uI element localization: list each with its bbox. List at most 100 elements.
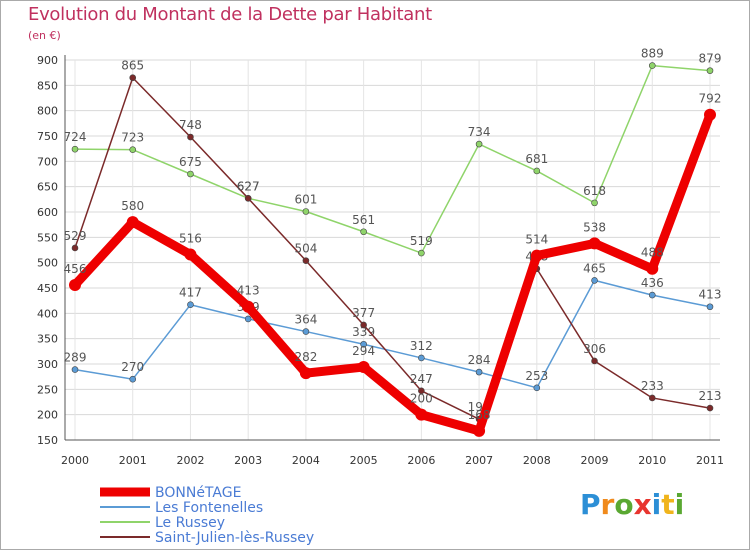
data-point — [187, 133, 194, 141]
data-point — [706, 404, 714, 412]
data-point — [475, 140, 483, 148]
data-point — [706, 303, 714, 311]
data-label: 284 — [468, 353, 491, 367]
data-label: 213 — [699, 389, 722, 403]
data-label: 282 — [294, 350, 317, 364]
data-label: 734 — [468, 125, 491, 139]
y-tick-label: 250 — [37, 383, 58, 396]
legend-label: BONNéTAGE — [155, 485, 241, 501]
x-tick-label: 2005 — [350, 454, 378, 467]
x-tick-label: 2000 — [61, 454, 89, 467]
x-tick-label: 2007 — [465, 454, 493, 467]
y-tick-label: 550 — [37, 231, 58, 244]
data-label: 723 — [121, 131, 144, 145]
data-point — [418, 354, 425, 362]
data-label: 364 — [294, 313, 317, 327]
proxiti-logo: Proxiti — [580, 488, 684, 521]
logo-letter: r — [600, 488, 615, 521]
data-point — [591, 357, 598, 365]
series-line — [74, 76, 711, 420]
data-label: 879 — [699, 52, 722, 66]
data-point — [126, 216, 139, 229]
unit-label: (en €) — [28, 29, 61, 42]
data-point — [418, 249, 425, 257]
data-point — [129, 74, 137, 82]
data-label: 681 — [525, 152, 548, 166]
y-tick-label: 650 — [37, 181, 58, 194]
data-point — [129, 146, 137, 153]
y-tick-label: 150 — [37, 434, 58, 447]
data-point — [646, 262, 659, 275]
y-tick-label: 850 — [37, 79, 58, 92]
x-tick-label: 2011 — [696, 454, 724, 467]
data-label: 748 — [179, 118, 202, 132]
data-label: 270 — [121, 360, 144, 374]
series-line — [70, 110, 715, 436]
logo-letter: P — [580, 488, 601, 521]
data-label: 456 — [64, 262, 87, 276]
data-label: 514 — [525, 233, 548, 247]
data-point — [187, 170, 194, 178]
data-label: 865 — [121, 59, 144, 73]
data-label: 247 — [410, 372, 433, 386]
data-point — [302, 257, 310, 264]
data-point — [588, 237, 601, 250]
x-tick-label: 2002 — [176, 454, 204, 467]
data-label: 516 — [179, 232, 202, 246]
x-tick-label: 2004 — [292, 454, 320, 467]
data-point — [244, 195, 252, 202]
y-tick-label: 900 — [37, 54, 58, 67]
y-tick-label: 400 — [37, 307, 58, 320]
data-label: 538 — [583, 220, 606, 234]
series-line — [74, 64, 711, 254]
y-tick-label: 500 — [37, 257, 58, 270]
data-point — [533, 167, 541, 175]
data-point — [648, 62, 656, 69]
data-point — [360, 228, 367, 236]
data-point — [357, 361, 370, 374]
data-label: 413 — [237, 284, 260, 298]
y-tick-label: 800 — [37, 105, 58, 118]
data-point — [648, 394, 656, 402]
data-point — [302, 328, 310, 335]
data-point — [473, 424, 486, 437]
x-tick-label: 2010 — [638, 454, 666, 467]
data-point — [129, 375, 137, 383]
x-tick-label: 2001 — [119, 454, 147, 467]
data-label: 724 — [64, 130, 87, 144]
data-label: 889 — [641, 47, 664, 61]
data-label: 627 — [237, 179, 260, 193]
legend-label: Le Russey — [155, 515, 225, 531]
logo-letter: i — [674, 488, 685, 521]
data-point — [648, 291, 656, 299]
data-point — [418, 387, 425, 395]
data-label: 436 — [641, 276, 664, 290]
data-point — [591, 277, 598, 284]
data-point — [299, 367, 312, 380]
y-tick-label: 300 — [37, 358, 58, 371]
y-tick-label: 600 — [37, 206, 58, 219]
y-tick-label: 750 — [37, 130, 58, 143]
x-tick-label: 2008 — [523, 454, 551, 467]
x-tick-label: 2006 — [407, 454, 435, 467]
logo-letter: t — [661, 488, 675, 521]
logo-letter: i — [651, 488, 662, 521]
data-point — [533, 384, 541, 392]
data-point — [415, 408, 428, 421]
logo-letter: o — [614, 488, 634, 521]
y-tick-label: 350 — [37, 333, 58, 346]
data-label: 294 — [352, 344, 375, 358]
data-label: 413 — [699, 288, 722, 302]
data-label: 339 — [352, 325, 375, 339]
data-label: 233 — [641, 379, 664, 393]
data-point — [71, 366, 79, 373]
data-label: 417 — [179, 286, 202, 300]
chart-title: Evolution du Montant de la Dette par Hab… — [28, 4, 432, 25]
data-point — [71, 145, 79, 153]
series-line — [74, 279, 711, 389]
data-label: 580 — [121, 199, 144, 213]
x-tick-label: 2003 — [234, 454, 262, 467]
data-label: 200 — [410, 392, 433, 406]
